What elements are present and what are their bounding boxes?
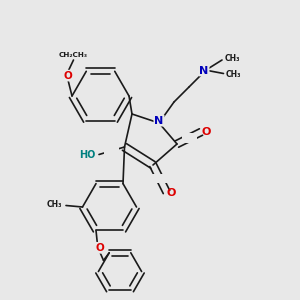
Text: CH₃: CH₃	[47, 200, 62, 209]
FancyBboxPatch shape	[182, 134, 196, 142]
Text: O: O	[167, 188, 176, 199]
Text: HO: HO	[79, 149, 95, 160]
Text: CH₃: CH₃	[226, 70, 242, 79]
Text: CH₂CH₃: CH₂CH₃	[58, 52, 87, 58]
Text: CH₃: CH₃	[224, 54, 240, 63]
Text: N: N	[200, 65, 208, 76]
Text: N: N	[154, 116, 164, 126]
FancyBboxPatch shape	[104, 147, 119, 155]
Text: O: O	[63, 70, 72, 81]
FancyBboxPatch shape	[152, 174, 167, 183]
Text: O: O	[95, 243, 104, 253]
Text: O: O	[201, 127, 211, 137]
